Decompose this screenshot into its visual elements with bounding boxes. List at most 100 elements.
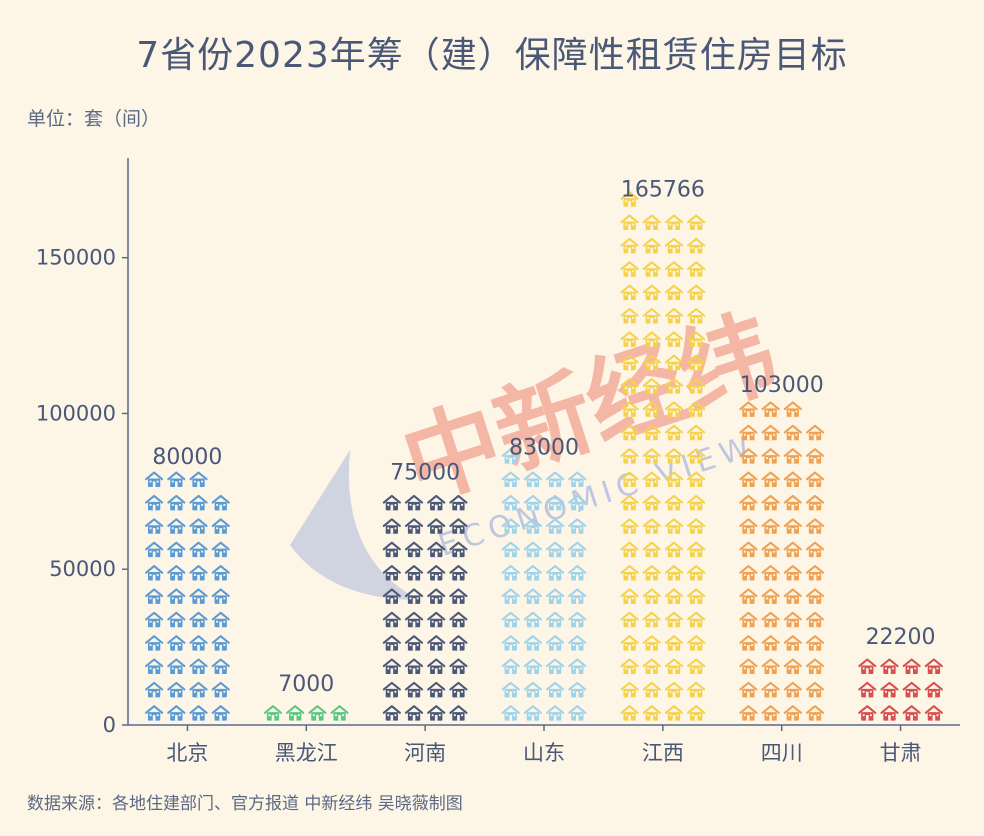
- house-icon: [501, 681, 520, 699]
- house-icon: [501, 564, 520, 582]
- house-icon: [664, 611, 684, 629]
- house-icon: [167, 564, 186, 582]
- house-icon: [761, 564, 780, 582]
- house-icon: [449, 588, 468, 605]
- house-icon: [145, 705, 164, 722]
- house-icon: [783, 448, 802, 465]
- house-icon: [664, 541, 684, 559]
- house-icon: [902, 681, 921, 699]
- house-icon: [739, 635, 758, 652]
- house-icon: [687, 611, 706, 629]
- house-icon: [523, 635, 542, 652]
- bar-3: [382, 494, 468, 722]
- house-icon: [642, 705, 661, 722]
- house-icon: [330, 705, 349, 722]
- house-icon: [167, 471, 186, 489]
- house-icon: [568, 705, 587, 722]
- house-icon: [664, 494, 684, 512]
- house-icon: [523, 658, 542, 675]
- house-icon: [382, 541, 401, 559]
- house-icon: [783, 518, 802, 535]
- house-icon: [211, 588, 230, 605]
- house-icon: [167, 658, 186, 675]
- house-icon: [546, 611, 565, 629]
- y-tick-label: 0: [103, 713, 116, 737]
- house-icon: [449, 705, 468, 722]
- house-icon: [620, 214, 639, 232]
- house-icon: [739, 681, 758, 699]
- house-icon: [427, 494, 446, 512]
- house-icon: [687, 378, 706, 395]
- house-icon: [805, 588, 825, 605]
- house-icon: [783, 611, 802, 629]
- house-icon: [620, 401, 639, 418]
- house-icon: [687, 705, 706, 722]
- house-icon: [739, 611, 758, 629]
- house-icon: [687, 471, 706, 489]
- house-icon: [427, 658, 446, 675]
- house-icon: [382, 518, 401, 535]
- house-icon: [664, 331, 684, 348]
- house-icon: [739, 541, 758, 559]
- house-icon: [924, 705, 943, 722]
- house-icon: [620, 518, 639, 535]
- house-icon: [642, 424, 661, 442]
- house-icon: [501, 635, 520, 652]
- house-icon: [783, 681, 802, 699]
- house-icon: [687, 354, 706, 372]
- x-category-label: 北京: [166, 741, 208, 765]
- chart-title: 7省份2023年筹（建）保障性租赁住房目标: [136, 35, 848, 76]
- house-icon: [664, 681, 684, 699]
- house-icon: [880, 681, 899, 699]
- house-icon: [211, 494, 230, 512]
- house-icon: [783, 424, 802, 442]
- house-icon: [783, 658, 802, 675]
- house-icon: [687, 307, 706, 325]
- house-icon: [739, 448, 758, 465]
- house-icon: [739, 588, 758, 605]
- house-icon: [449, 681, 468, 699]
- house-icon: [902, 705, 921, 722]
- house-icon: [642, 541, 661, 559]
- house-icon: [145, 658, 164, 675]
- house-icon: [687, 494, 706, 512]
- house-icon: [523, 705, 542, 722]
- house-icon: [449, 611, 468, 629]
- house-icon: [687, 681, 706, 699]
- house-icon: [546, 518, 565, 535]
- house-icon: [783, 541, 802, 559]
- house-icon: [620, 471, 639, 489]
- x-category-label: 黑龙江: [275, 741, 338, 765]
- data-label: 83000: [509, 435, 579, 460]
- house-icon: [501, 518, 520, 535]
- axes: 0 50000 100000 150000 北京 黑龙江 河南 山东 江西 四川 甘肃: [36, 158, 960, 765]
- house-icon: [427, 518, 446, 535]
- house-icon: [664, 471, 684, 489]
- house-icon: [501, 541, 520, 559]
- house-icon: [761, 471, 780, 489]
- house-icon: [805, 494, 825, 512]
- house-icon: [642, 564, 661, 582]
- bar-5: [620, 191, 706, 722]
- house-icon: [211, 705, 230, 722]
- house-icon: [805, 635, 825, 652]
- y-tick-label: 50000: [49, 557, 116, 581]
- house-icon: [211, 541, 230, 559]
- house-icon: [189, 681, 208, 699]
- house-icon: [427, 705, 446, 722]
- house-icon: [189, 518, 208, 535]
- house-icon: [805, 564, 825, 582]
- house-icon: [167, 681, 186, 699]
- house-icon: [308, 705, 327, 722]
- house-icon: [902, 658, 921, 675]
- house-icon: [404, 705, 424, 722]
- house-icon: [642, 518, 661, 535]
- house-icon: [546, 681, 565, 699]
- house-icon: [427, 681, 446, 699]
- house-icon: [642, 237, 661, 255]
- house-icon: [546, 635, 565, 652]
- house-icon: [664, 237, 684, 255]
- house-icon: [664, 261, 684, 278]
- house-icon: [449, 541, 468, 559]
